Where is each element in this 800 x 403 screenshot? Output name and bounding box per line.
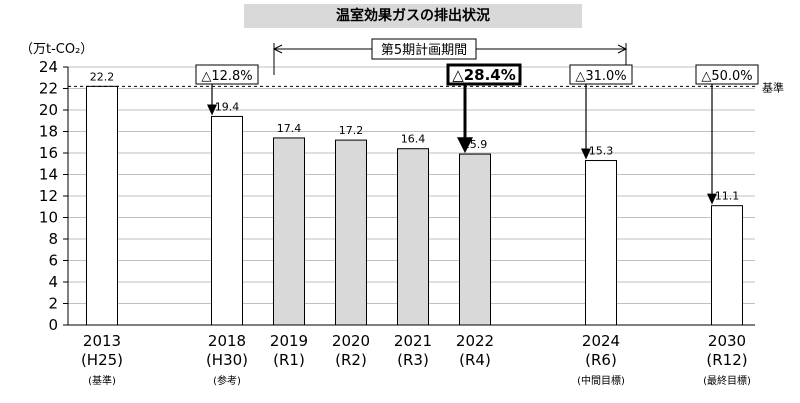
y-tick-label: 14	[39, 166, 58, 184]
x-tick-era: (R2)	[335, 351, 367, 369]
bars: 22.219.417.4 17.216.4 15.9 15.311.1	[86, 70, 743, 326]
x-axis-labels: 2013(H25)(基準)2018(H30)(参考)2019(R1)2020(R…	[81, 332, 751, 387]
period-indicator: 第5期計画期間	[272, 38, 628, 75]
bar-value-label: 16.4	[401, 133, 426, 146]
period-arrow-left	[272, 44, 283, 54]
y-tick-label: 18	[39, 123, 58, 141]
y-tick-label: 2	[48, 295, 58, 313]
chart-title: 温室効果ガスの排出状況	[244, 4, 582, 28]
reduction-box	[695, 64, 759, 85]
bar-2030	[711, 205, 743, 326]
x-tick-year: 2020	[332, 332, 370, 350]
reduction-box	[569, 64, 633, 85]
bar-2021	[397, 148, 429, 326]
x-tick-note: (最終目標)	[703, 374, 751, 387]
y-tick-label: 0	[48, 316, 58, 334]
period-arrow-right	[617, 44, 628, 54]
y-tick-label: 4	[48, 273, 58, 291]
reduction-arrow-head	[581, 148, 591, 160]
bar-2020	[335, 139, 367, 326]
y-tick-label: 22	[39, 80, 58, 98]
period-label: 第5期計画期間	[381, 42, 467, 58]
x-tick-era: (R6)	[585, 351, 617, 369]
x-tick-note: (参考)	[213, 374, 241, 387]
y-tick-label: 24	[39, 58, 58, 76]
bar-2013	[86, 85, 118, 326]
bar-value-label: 15.3	[589, 145, 614, 158]
bar-2024	[585, 160, 617, 326]
reduction-box	[446, 63, 522, 86]
reduction-annotations: △12.8% △28.4% △31.0% △50.0%	[195, 63, 759, 205]
y-tick-label: 20	[39, 101, 58, 119]
reduction-label: △31.0%	[575, 69, 626, 84]
bar-value-label: 17.2	[339, 124, 364, 137]
x-tick-year: 2030	[708, 332, 746, 350]
y-tick-label: 8	[48, 230, 58, 248]
y-tick-label: 10	[39, 209, 58, 227]
x-tick-era: (H30)	[206, 351, 248, 369]
bar-2022	[459, 153, 491, 326]
x-tick-era: (R4)	[459, 351, 491, 369]
x-tick-year: 2019	[270, 332, 308, 350]
reduction-arrow-head	[457, 137, 473, 154]
x-tick-note: (基準)	[88, 374, 116, 387]
y-tick-label: 6	[48, 252, 58, 270]
x-tick-year: 2021	[394, 332, 432, 350]
y-tick-label: 16	[39, 144, 58, 162]
period-label-box	[371, 38, 477, 60]
bar-value-label: 22.2	[90, 70, 115, 83]
x-tick-era: (R1)	[273, 351, 305, 369]
reduction-arrow-head	[207, 104, 217, 116]
bar-2019	[273, 137, 305, 326]
x-tick-year: 2024	[582, 332, 620, 350]
baseline-label: 基準	[762, 80, 784, 94]
x-tick-era: (H25)	[81, 351, 123, 369]
x-tick-note: (中間目標)	[577, 374, 625, 387]
reduction-label: △50.0%	[701, 69, 752, 84]
bar-value-label: 19.4	[215, 100, 240, 113]
x-tick-year: 2013	[83, 332, 121, 350]
reduction-label: △28.4%	[452, 66, 516, 84]
bar-2018	[211, 115, 243, 326]
bar-value-label: 17.4	[277, 122, 302, 135]
y-tick-label: 12	[39, 187, 58, 205]
reduction-arrow-head	[707, 193, 717, 205]
x-tick-year: 2018	[208, 332, 246, 350]
x-tick-era: (R12)	[706, 351, 747, 369]
reduction-label: △12.8%	[201, 69, 252, 84]
bar-value-label: 11.1	[715, 190, 740, 203]
reduction-box	[195, 64, 259, 85]
x-tick-year: 2022	[456, 332, 494, 350]
y-axis-unit-label: （万t-CO₂）	[20, 42, 94, 57]
x-tick-era: (R3)	[397, 351, 429, 369]
